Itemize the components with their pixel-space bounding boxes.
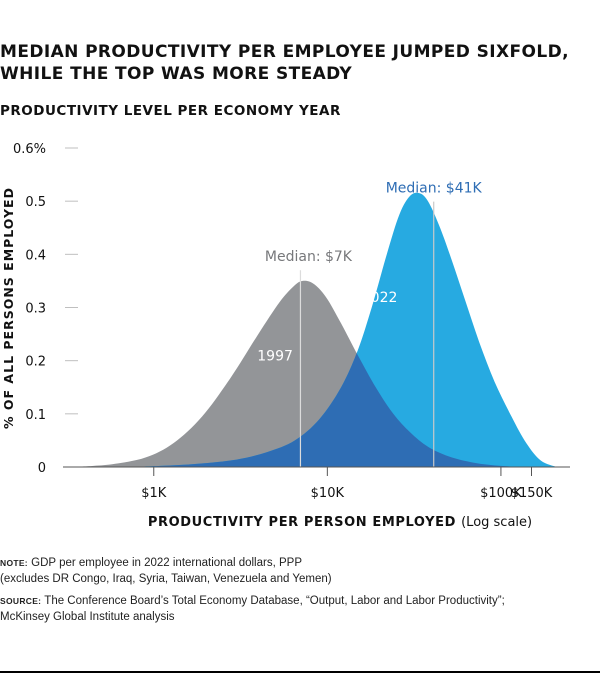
y-tick-label: 0.2 <box>25 355 46 370</box>
y-tick-label: 0.3 <box>25 302 46 317</box>
source-paragraph: Source: The Conference Board’s Total Eco… <box>0 594 505 625</box>
source-text: The Conference Board’s Total Economy Dat… <box>44 595 505 607</box>
x-tick-label: $1K <box>141 486 167 501</box>
x-axis-label: PRODUCTIVITY PER PERSON EMPLOYED (Log sc… <box>148 515 532 530</box>
note-text-2: (excludes DR Congo, Iraq, Syria, Taiwan,… <box>0 572 332 585</box>
note-paragraph: Note: GDP per employee in 2022 internati… <box>0 556 505 587</box>
median-label-1997: Median: $7K <box>265 249 353 265</box>
series-2022-area <box>126 192 557 468</box>
y-tick-label: 0.4 <box>25 248 46 263</box>
x-tick-label: $100K <box>480 486 522 501</box>
x-axis-label-note: (Log scale) <box>461 515 532 530</box>
note-label: Note: <box>0 558 28 568</box>
chart-title: MEDIAN PRODUCTIVITY PER EMPLOYEE JUMPED … <box>0 41 569 85</box>
source-text-2: McKinsey Global Institute analysis <box>0 610 175 623</box>
x-tick-label: $10K <box>311 486 345 501</box>
median-label-2022: Median: $41K <box>386 181 483 197</box>
chart-subtitle: PRODUCTIVITY LEVEL PER ECONOMY YEAR <box>0 103 341 119</box>
y-tick-label: 0.1 <box>25 408 46 423</box>
bottom-rule <box>0 671 600 673</box>
series-label-1997: 1997 <box>257 349 293 365</box>
note-text: GDP per employee in 2022 international d… <box>31 557 302 569</box>
series-1997-area <box>70 280 527 467</box>
series-label-2022: 2022 <box>362 290 398 306</box>
chart-title-line-1: MEDIAN PRODUCTIVITY PER EMPLOYEE JUMPED … <box>0 42 569 62</box>
chart-title-line-2: WHILE THE TOP WAS MORE STEADY <box>0 64 353 84</box>
x-tick-label: $150K <box>511 486 553 501</box>
y-axis-label: % OF ALL PERSONS EMPLOYED <box>1 187 16 429</box>
y-tick-label: 0 <box>38 461 46 476</box>
y-tick-label: 0.6% <box>13 142 46 157</box>
chart-notes: Note: GDP per employee in 2022 internati… <box>0 556 505 632</box>
y-tick-label: 0.5 <box>25 195 46 210</box>
productivity-distribution-chart: Median: $7K Median: $41K 1997 2022 0.6% 0.5… <box>1 142 570 530</box>
source-label: Source: <box>0 596 42 606</box>
x-axis-label-main: PRODUCTIVITY PER PERSON EMPLOYED <box>148 515 461 530</box>
